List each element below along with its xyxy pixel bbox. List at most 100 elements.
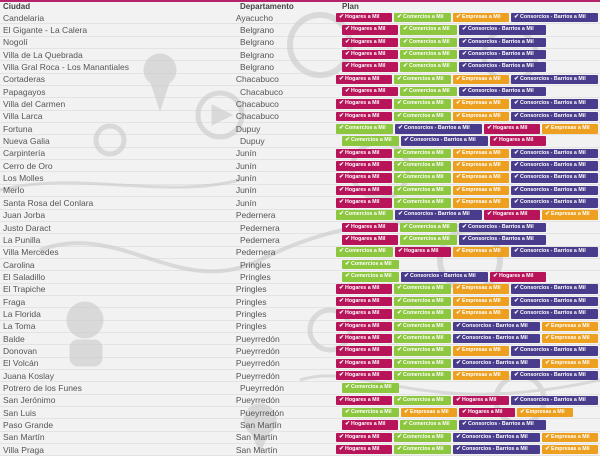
hogares-plan-badge[interactable]: ✔Hogares a Mil [336, 432, 392, 443]
empresas-plan-badge[interactable]: ✔Empresas a Mil [453, 309, 509, 319]
hogares-plan-badge[interactable]: ✔Hogares a Mil [342, 25, 398, 35]
hogares-plan-badge[interactable]: ✔Hogares a Mil [342, 222, 398, 233]
consorcios-plan-badge[interactable]: ✔Consorcios - Barrios a Mil [511, 173, 598, 183]
comercios-plan-badge[interactable]: ✔Comercios a Mil [394, 333, 451, 344]
empresas-plan-badge[interactable]: ✔Empresas a Mil [453, 99, 509, 109]
consorcios-plan-badge[interactable]: ✔Consorcios - Barrios a Mil [511, 185, 598, 196]
comercios-plan-badge[interactable]: ✔Comercios a Mil [394, 358, 451, 369]
empresas-plan-badge[interactable]: ✔Empresas a Mil [453, 185, 509, 196]
consorcios-plan-badge[interactable]: ✔Consorcios - Barrios a Mil [511, 247, 598, 257]
empresas-plan-badge[interactable]: ✔Empresas a Mil [453, 346, 509, 356]
hogares-plan-badge[interactable]: ✔Hogares a Mil [459, 407, 515, 418]
consorcios-plan-badge[interactable]: ✔Consorcios - Barrios a Mil [395, 124, 482, 134]
consorcios-plan-badge[interactable]: ✔Consorcios - Barrios a Mil [511, 370, 598, 381]
comercios-plan-badge[interactable]: ✔Comercios a Mil [336, 210, 393, 220]
consorcios-plan-badge[interactable]: ✔Consorcios - Barrios a Mil [453, 358, 540, 369]
comercios-plan-badge[interactable]: ✔Comercios a Mil [342, 383, 399, 393]
comercios-plan-badge[interactable]: ✔Comercios a Mil [400, 235, 457, 245]
consorcios-plan-badge[interactable]: ✔Consorcios - Barrios a Mil [401, 272, 488, 282]
empresas-plan-badge[interactable]: ✔Empresas a Mil [401, 407, 457, 418]
empresas-plan-badge[interactable]: ✔Empresas a Mil [453, 111, 509, 122]
hogares-plan-badge[interactable]: ✔Hogares a Mil [336, 99, 392, 109]
comercios-plan-badge[interactable]: ✔Comercios a Mil [394, 161, 451, 171]
hogares-plan-badge[interactable]: ✔Hogares a Mil [336, 185, 392, 196]
comercios-plan-badge[interactable]: ✔Comercios a Mil [394, 370, 451, 381]
hogares-plan-badge[interactable]: ✔Hogares a Mil [336, 161, 392, 171]
consorcios-plan-badge[interactable]: ✔Consorcios - Barrios a Mil [459, 222, 546, 233]
comercios-plan-badge[interactable]: ✔Comercios a Mil [394, 111, 451, 122]
comercios-plan-badge[interactable]: ✔Comercios a Mil [394, 296, 451, 307]
hogares-plan-badge[interactable]: ✔Hogares a Mil [342, 420, 398, 430]
empresas-plan-badge[interactable]: ✔Empresas a Mil [542, 321, 598, 332]
comercios-plan-badge[interactable]: ✔Comercios a Mil [394, 198, 451, 208]
consorcios-plan-badge[interactable]: ✔Consorcios - Barrios a Mil [511, 161, 598, 171]
consorcios-plan-badge[interactable]: ✔Consorcios - Barrios a Mil [511, 99, 598, 109]
empresas-plan-badge[interactable]: ✔Empresas a Mil [542, 358, 598, 369]
comercios-plan-badge[interactable]: ✔Comercios a Mil [400, 49, 457, 60]
empresas-plan-badge[interactable]: ✔Empresas a Mil [542, 124, 598, 134]
hogares-plan-badge[interactable]: ✔Hogares a Mil [336, 296, 392, 307]
comercios-plan-badge[interactable]: ✔Comercios a Mil [394, 12, 451, 23]
comercios-plan-badge[interactable]: ✔Comercios a Mil [394, 346, 451, 356]
consorcios-plan-badge[interactable]: ✔Consorcios - Barrios a Mil [453, 321, 540, 332]
comercios-plan-badge[interactable]: ✔Comercios a Mil [394, 432, 451, 443]
empresas-plan-badge[interactable]: ✔Empresas a Mil [453, 198, 509, 208]
comercios-plan-badge[interactable]: ✔Comercios a Mil [394, 148, 451, 159]
consorcios-plan-badge[interactable]: ✔Consorcios - Barrios a Mil [511, 111, 598, 122]
empresas-plan-badge[interactable]: ✔Empresas a Mil [542, 210, 598, 220]
consorcios-plan-badge[interactable]: ✔Consorcios - Barrios a Mil [511, 198, 598, 208]
comercios-plan-badge[interactable]: ✔Comercios a Mil [400, 86, 457, 97]
comercios-plan-badge[interactable]: ✔Comercios a Mil [400, 37, 457, 48]
hogares-plan-badge[interactable]: ✔Hogares a Mil [336, 148, 392, 159]
hogares-plan-badge[interactable]: ✔Hogares a Mil [336, 370, 392, 381]
consorcios-plan-badge[interactable]: ✔Consorcios - Barrios a Mil [459, 37, 546, 48]
empresas-plan-badge[interactable]: ✔Empresas a Mil [542, 444, 598, 455]
consorcios-plan-badge[interactable]: ✔Consorcios - Barrios a Mil [395, 210, 482, 220]
consorcios-plan-badge[interactable]: ✔Consorcios - Barrios a Mil [459, 235, 546, 245]
hogares-plan-badge[interactable]: ✔Hogares a Mil [490, 272, 546, 282]
empresas-plan-badge[interactable]: ✔Empresas a Mil [453, 173, 509, 183]
consorcios-plan-badge[interactable]: ✔Consorcios - Barrios a Mil [511, 309, 598, 319]
comercios-plan-badge[interactable]: ✔Comercios a Mil [394, 185, 451, 196]
hogares-plan-badge[interactable]: ✔Hogares a Mil [484, 210, 540, 220]
comercios-plan-badge[interactable]: ✔Comercios a Mil [336, 124, 393, 134]
comercios-plan-badge[interactable]: ✔Comercios a Mil [400, 62, 457, 72]
consorcios-plan-badge[interactable]: ✔Consorcios - Barrios a Mil [453, 432, 540, 443]
empresas-plan-badge[interactable]: ✔Empresas a Mil [453, 370, 509, 381]
consorcios-plan-badge[interactable]: ✔Consorcios - Barrios a Mil [511, 148, 598, 159]
empresas-plan-badge[interactable]: ✔Empresas a Mil [453, 148, 509, 159]
comercios-plan-badge[interactable]: ✔Comercios a Mil [394, 99, 451, 109]
consorcios-plan-badge[interactable]: ✔Consorcios - Barrios a Mil [459, 62, 546, 72]
consorcios-plan-badge[interactable]: ✔Consorcios - Barrios a Mil [511, 284, 598, 294]
consorcios-plan-badge[interactable]: ✔Consorcios - Barrios a Mil [511, 74, 598, 85]
comercios-plan-badge[interactable]: ✔Comercios a Mil [342, 259, 399, 270]
consorcios-plan-badge[interactable]: ✔Consorcios - Barrios a Mil [459, 25, 546, 35]
empresas-plan-badge[interactable]: ✔Empresas a Mil [453, 161, 509, 171]
hogares-plan-badge[interactable]: ✔Hogares a Mil [490, 136, 546, 146]
hogares-plan-badge[interactable]: ✔Hogares a Mil [336, 333, 392, 344]
hogares-plan-badge[interactable]: ✔Hogares a Mil [336, 309, 392, 319]
hogares-plan-badge[interactable]: ✔Hogares a Mil [336, 173, 392, 183]
consorcios-plan-badge[interactable]: ✔Consorcios - Barrios a Mil [459, 420, 546, 430]
empresas-plan-badge[interactable]: ✔Empresas a Mil [453, 12, 509, 23]
consorcios-plan-badge[interactable]: ✔Consorcios - Barrios a Mil [453, 333, 540, 344]
hogares-plan-badge[interactable]: ✔Hogares a Mil [336, 284, 392, 294]
consorcios-plan-badge[interactable]: ✔Consorcios - Barrios a Mil [511, 346, 598, 356]
comercios-plan-badge[interactable]: ✔Comercios a Mil [394, 395, 451, 406]
empresas-plan-badge[interactable]: ✔Empresas a Mil [542, 333, 598, 344]
hogares-plan-badge[interactable]: ✔Hogares a Mil [342, 37, 398, 48]
hogares-plan-badge[interactable]: ✔Hogares a Mil [336, 395, 392, 406]
hogares-plan-badge[interactable]: ✔Hogares a Mil [342, 62, 398, 72]
empresas-plan-badge[interactable]: ✔Empresas a Mil [453, 247, 509, 257]
comercios-plan-badge[interactable]: ✔Comercios a Mil [342, 407, 399, 418]
hogares-plan-badge[interactable]: ✔Hogares a Mil [336, 12, 392, 23]
hogares-plan-badge[interactable]: ✔Hogares a Mil [336, 346, 392, 356]
comercios-plan-badge[interactable]: ✔Comercios a Mil [336, 247, 393, 257]
comercios-plan-badge[interactable]: ✔Comercios a Mil [400, 420, 457, 430]
hogares-plan-badge[interactable]: ✔Hogares a Mil [336, 198, 392, 208]
hogares-plan-badge[interactable]: ✔Hogares a Mil [336, 74, 392, 85]
empresas-plan-badge[interactable]: ✔Empresas a Mil [542, 432, 598, 443]
consorcios-plan-badge[interactable]: ✔Consorcios - Barrios a Mil [453, 444, 540, 455]
comercios-plan-badge[interactable]: ✔Comercios a Mil [342, 272, 399, 282]
comercios-plan-badge[interactable]: ✔Comercios a Mil [342, 136, 399, 146]
